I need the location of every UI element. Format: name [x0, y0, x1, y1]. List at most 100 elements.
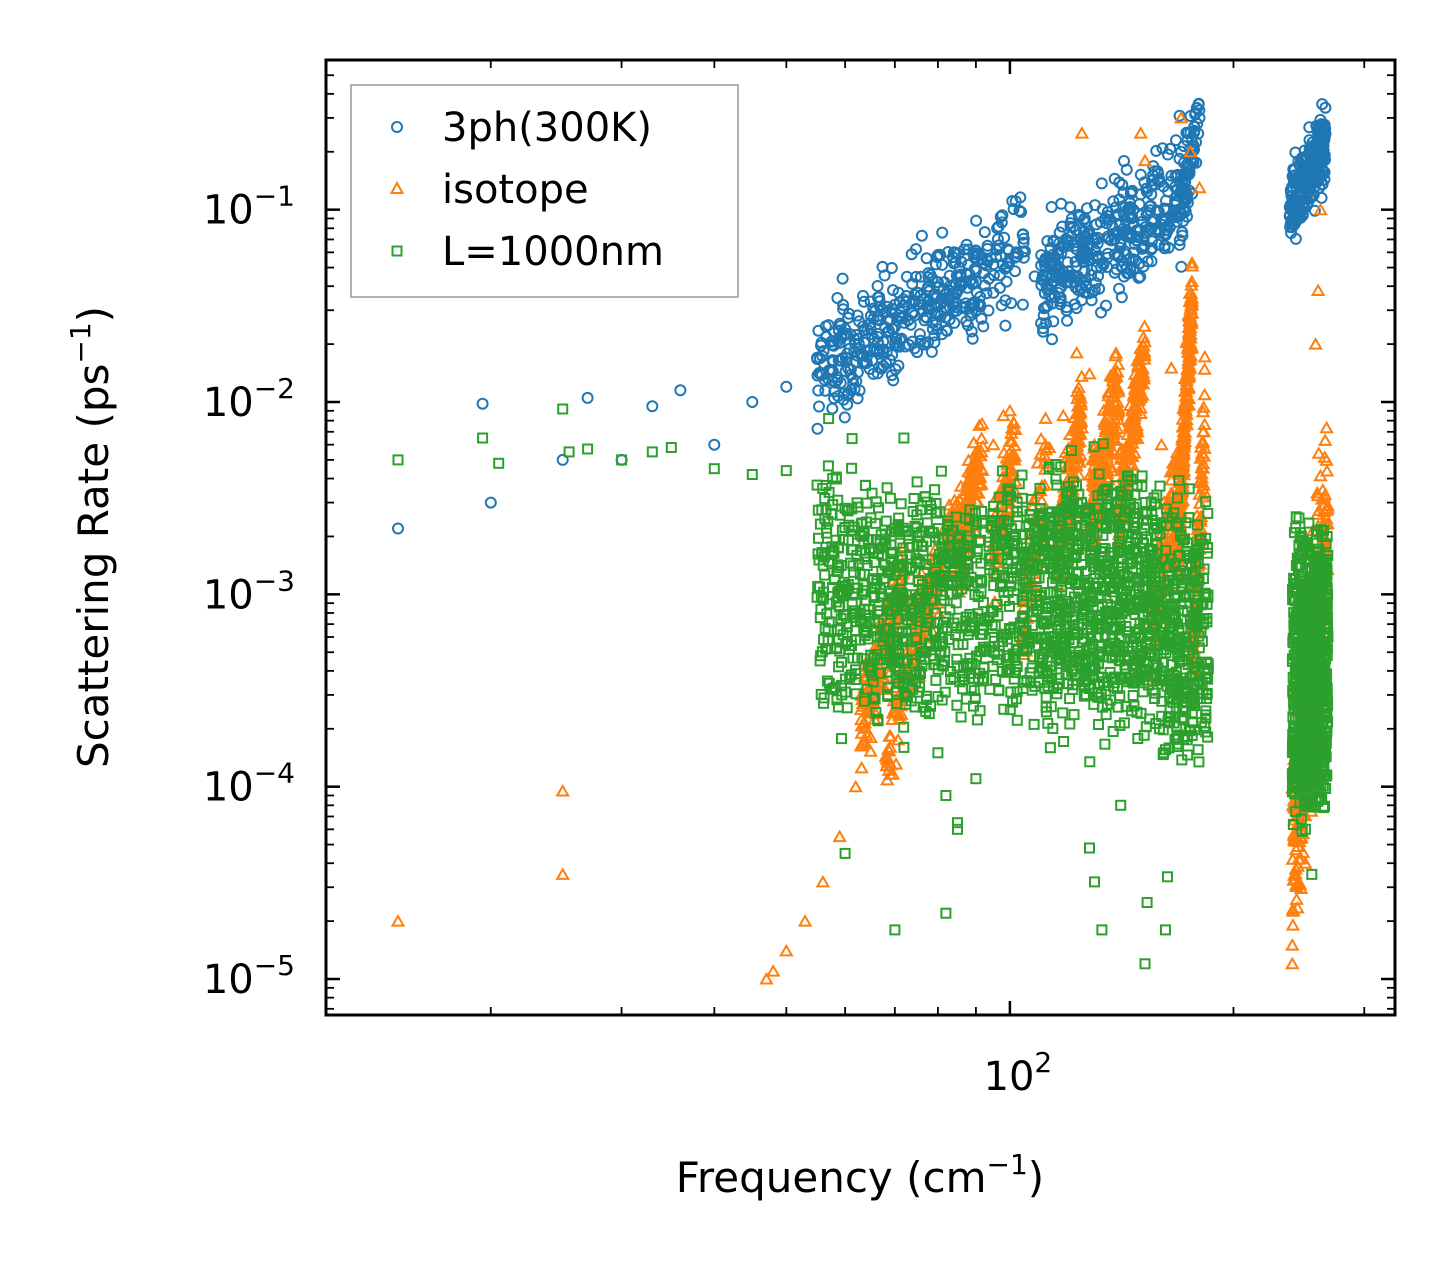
data-point-l-1000nm — [1038, 648, 1050, 660]
data-point-isotope — [1292, 834, 1307, 848]
data-point-isotope — [1106, 389, 1121, 403]
data-point-3ph-300k — [1102, 213, 1115, 226]
data-point-isotope — [1108, 346, 1124, 359]
data-point-3ph-300k — [1120, 230, 1133, 243]
data-point-l-1000nm — [1088, 573, 1100, 584]
data-point-l-1000nm — [964, 620, 976, 632]
data-point-l-1000nm — [1077, 612, 1088, 624]
data-point-3ph-300k — [908, 288, 921, 301]
data-point-l-1000nm — [1112, 682, 1123, 694]
data-point-l-1000nm — [880, 515, 892, 527]
data-point-l-1000nm — [933, 554, 944, 566]
data-point-isotope — [968, 494, 984, 507]
data-point-l-1000nm — [1055, 461, 1067, 473]
data-point-3ph-300k — [392, 522, 404, 535]
data-point-l-1000nm — [1139, 560, 1151, 572]
data-point-l-1000nm — [928, 653, 940, 665]
data-point-l-1000nm — [818, 692, 830, 704]
data-point-l-1000nm — [834, 624, 846, 636]
data-point-l-1000nm — [898, 432, 910, 444]
data-point-l-1000nm — [846, 503, 858, 515]
data-point-3ph-300k — [887, 374, 900, 387]
data-point-isotope — [1126, 421, 1142, 435]
data-point-l-1000nm — [839, 673, 851, 685]
data-point-l-1000nm — [911, 632, 923, 644]
data-point-3ph-300k — [1289, 232, 1302, 245]
data-point-l-1000nm — [832, 565, 844, 577]
data-point-3ph-300k — [875, 302, 888, 315]
data-point-3ph-300k — [646, 400, 659, 413]
data-point-3ph-300k — [953, 261, 966, 274]
data-point-3ph-300k — [1298, 201, 1311, 214]
data-point-3ph-300k — [1175, 183, 1188, 196]
data-point-3ph-300k — [1085, 294, 1098, 307]
data-point-3ph-300k — [1109, 201, 1122, 214]
data-point-3ph-300k — [1117, 208, 1130, 221]
data-point-3ph-300k — [860, 357, 873, 369]
data-point-l-1000nm — [1299, 823, 1311, 835]
data-point-l-1000nm — [1162, 871, 1173, 883]
data-point-l-1000nm — [830, 471, 842, 483]
data-point-l-1000nm — [862, 660, 874, 672]
data-point-l-1000nm — [818, 634, 830, 646]
data-point-l-1000nm — [860, 627, 872, 639]
data-point-3ph-300k — [949, 246, 962, 259]
data-point-l-1000nm — [1115, 485, 1127, 497]
data-point-l-1000nm — [1306, 868, 1318, 880]
data-point-3ph-300k — [910, 243, 922, 256]
data-point-l-1000nm — [871, 649, 883, 660]
data-point-l-1000nm — [1026, 493, 1038, 505]
data-point-l-1000nm — [986, 519, 998, 531]
data-point-3ph-300k — [828, 385, 841, 398]
data-point-l-1000nm — [882, 682, 894, 694]
data-point-l-1000nm — [891, 698, 903, 709]
data-point-3ph-300k — [850, 375, 863, 388]
data-point-l-1000nm — [1009, 666, 1021, 678]
data-point-3ph-300k — [857, 349, 870, 362]
data-point-l-1000nm — [1107, 726, 1119, 737]
data-point-isotope — [863, 730, 879, 744]
data-point-3ph-300k — [896, 300, 909, 313]
data-point-3ph-300k — [1106, 220, 1119, 233]
data-point-3ph-300k — [996, 258, 1009, 271]
data-point-isotope — [1038, 411, 1053, 424]
data-point-l-1000nm — [905, 608, 917, 620]
data-point-isotope — [1197, 349, 1213, 363]
data-point-l-1000nm — [1155, 587, 1167, 599]
data-point-l-1000nm — [978, 614, 990, 626]
data-point-isotope — [1319, 420, 1334, 434]
data-point-isotope — [974, 477, 989, 490]
data-point-isotope — [1133, 126, 1148, 139]
data-point-3ph-300k — [966, 276, 979, 289]
data-point-isotope — [1178, 398, 1194, 412]
data-point-3ph-300k — [812, 384, 825, 397]
data-point-l-1000nm — [1071, 629, 1083, 640]
data-point-l-1000nm — [1028, 718, 1040, 730]
data-point-isotope — [1289, 892, 1304, 905]
data-point-l-1000nm — [873, 600, 885, 612]
data-point-l-1000nm — [1044, 742, 1056, 754]
data-point-l-1000nm — [1118, 717, 1130, 729]
data-point-l-1000nm — [1042, 668, 1054, 679]
data-point-3ph-300k — [941, 324, 953, 337]
data-point-l-1000nm — [936, 659, 948, 671]
data-point-l-1000nm — [1054, 604, 1066, 616]
data-point-l-1000nm — [1065, 534, 1077, 546]
data-point-3ph-300k — [1095, 306, 1107, 319]
data-point-3ph-300k — [1056, 220, 1069, 233]
data-point-isotope — [1109, 380, 1125, 393]
data-point-isotope — [1285, 938, 1300, 951]
data-point-3ph-300k — [828, 392, 841, 405]
data-point-3ph-300k — [1061, 314, 1074, 327]
data-point-isotope — [1319, 464, 1335, 477]
data-point-l-1000nm — [856, 530, 868, 542]
data-point-3ph-300k — [894, 311, 907, 324]
data-point-l-1000nm — [1042, 528, 1053, 540]
data-point-l-1000nm — [961, 559, 973, 571]
data-point-isotope — [1194, 466, 1209, 480]
data-point-3ph-300k — [838, 411, 851, 424]
data-point-l-1000nm — [1127, 528, 1139, 540]
data-point-l-1000nm — [848, 611, 859, 623]
data-point-l-1000nm — [911, 527, 923, 539]
data-point-isotope — [1101, 422, 1117, 435]
